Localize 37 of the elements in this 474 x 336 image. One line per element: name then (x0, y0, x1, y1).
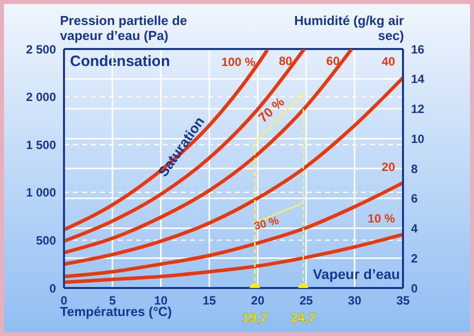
series-label: 20 (382, 160, 396, 174)
annotation: 24,7 (290, 310, 316, 325)
y-tick-label: 0 (49, 281, 56, 296)
x-tick-label: 20 (251, 294, 265, 308)
x-tick-label: 25 (299, 294, 314, 308)
annotation: Condensation (70, 53, 170, 70)
line-series (64, 49, 354, 254)
line-series (64, 232, 403, 284)
y2-tick-label: 8 (411, 162, 418, 176)
y2-tick-label: 2 (411, 251, 418, 266)
series-label: 60 (326, 54, 340, 68)
line-series (64, 49, 306, 243)
series-label: 10 % (368, 211, 396, 226)
y2-tick-label: 16 (411, 42, 425, 56)
y-tick-label: 1 000 (26, 186, 56, 200)
y2-tick-label: 6 (411, 192, 418, 206)
text: 70 % (255, 94, 288, 126)
y2-tick-label: 14 (411, 72, 425, 86)
y-tick-label: 500 (36, 233, 56, 248)
y-tick-label: 1 500 (26, 138, 56, 152)
line-series (64, 76, 403, 266)
y-tick-label: 2 000 (26, 90, 56, 104)
y2-tick-label: 0 (411, 281, 418, 296)
y-tick-label: 2 500 (26, 42, 56, 56)
series-label: 80 (278, 54, 293, 68)
y-axis-title: Pression partielle de vapeur d’eau (Pa) (60, 13, 188, 43)
y2-tick-label: 10 (411, 132, 425, 146)
x-tick-label: 30 (348, 294, 362, 308)
text: 30 % (252, 214, 280, 233)
annotation: 19,7 (242, 310, 268, 325)
y2-tick-label: 4 (411, 222, 418, 236)
x-tick-label: 15 (202, 294, 216, 308)
series-label: 100 % (221, 54, 256, 69)
y2-axis-title: Humidité (g/kg air sec) (294, 13, 404, 43)
x-tick-label: 35 (396, 294, 410, 308)
y2-tick-label: 12 (411, 102, 425, 116)
series-label: 40 (382, 54, 396, 69)
